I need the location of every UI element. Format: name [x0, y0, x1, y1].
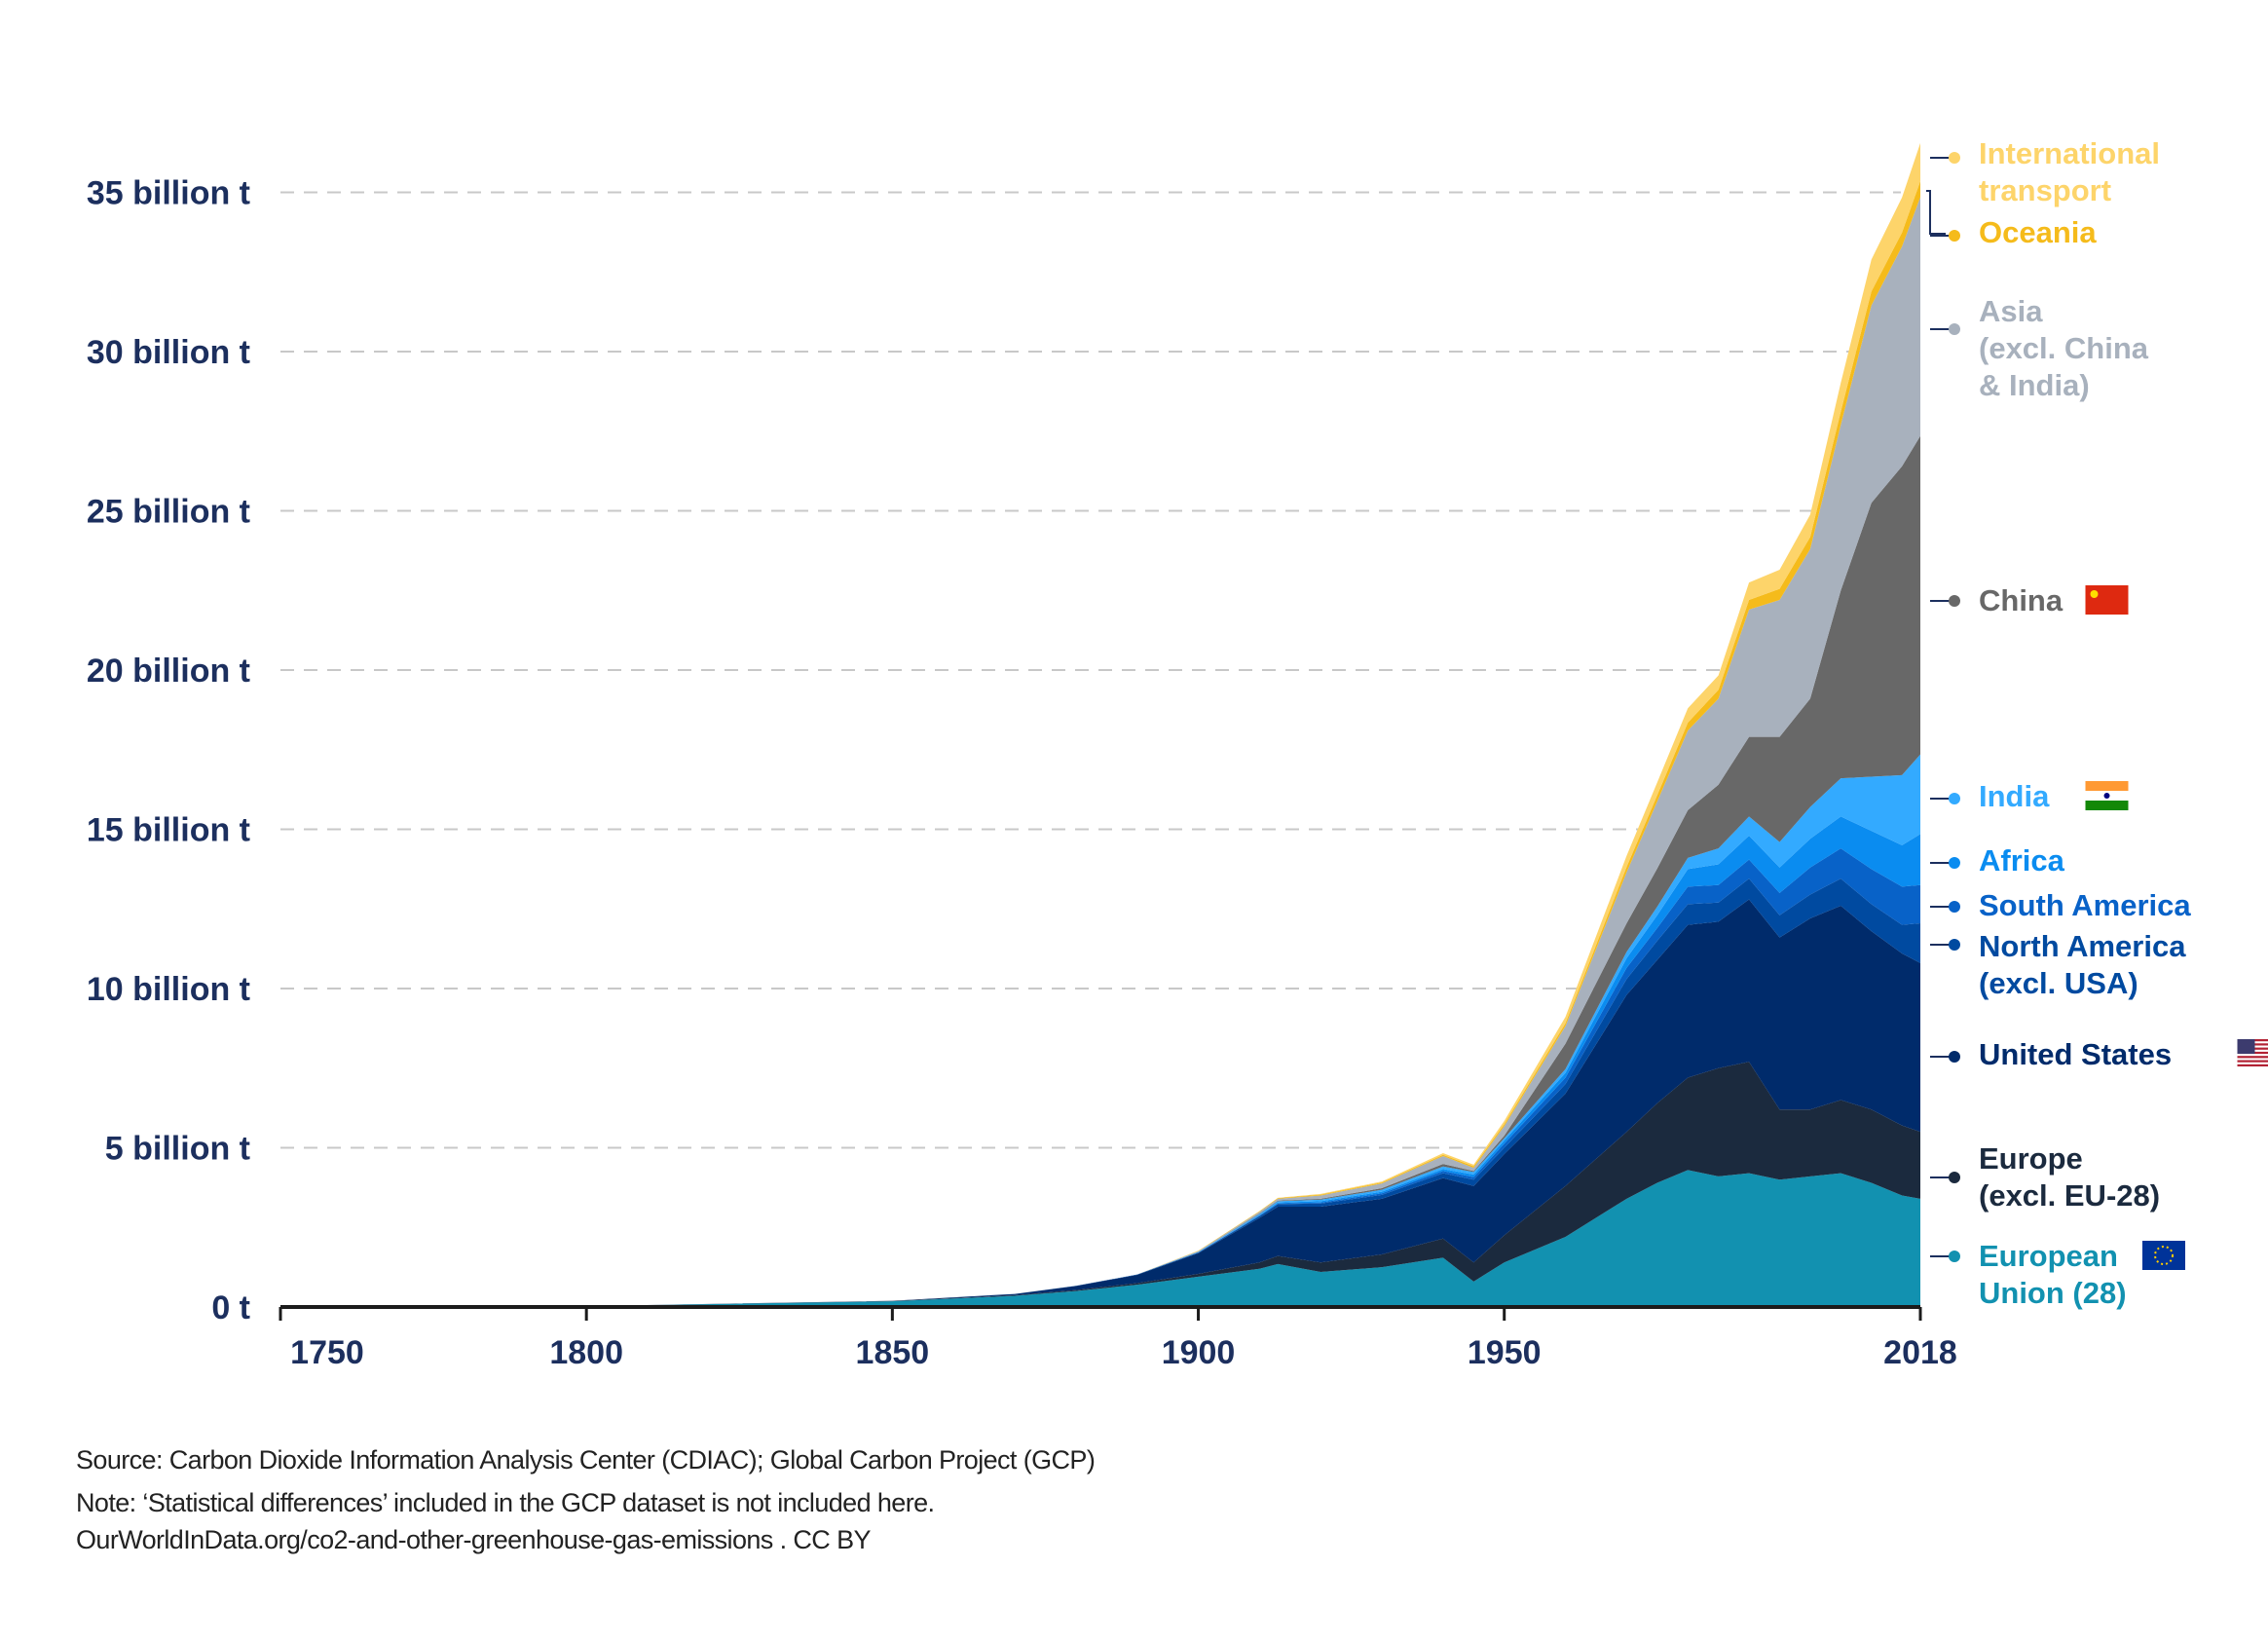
y-tick-label: 15 billion t [87, 812, 250, 849]
area-series [280, 142, 1920, 1307]
legend-item: United States [1930, 1037, 2268, 1071]
x-tick-label: 1800 [549, 1334, 623, 1371]
legend-item: Asia(excl. China& India) [1930, 294, 2149, 402]
flag-field [2142, 1241, 2185, 1270]
legend-dot [1949, 939, 1960, 951]
legend-dot [1949, 857, 1960, 869]
legend-label: Asia [1979, 294, 2043, 328]
y-tick-label: 5 billion t [105, 1131, 250, 1168]
legend-label: transport [1979, 173, 2111, 207]
in-flag-icon [2085, 781, 2129, 810]
legend-label: United States [1979, 1037, 2172, 1071]
legend-label: Oceania [1979, 215, 2097, 249]
legend-label: South America [1979, 888, 2191, 922]
legend-dot [1949, 323, 1960, 335]
legend-label: India [1979, 779, 2050, 813]
gridlines [280, 191, 1901, 1149]
source-note: Source: Carbon Dioxide Information Analy… [76, 1445, 1096, 1475]
y-tick-label: 25 billion t [87, 494, 250, 531]
area-european-union-28- [280, 1170, 1920, 1307]
area-united-states [280, 899, 1920, 1307]
legend-item: Africa [1930, 843, 2065, 878]
legend-label: (excl. China [1979, 331, 2149, 365]
y-tick-label: 0 t [211, 1289, 250, 1326]
flag-stripe [2085, 781, 2129, 791]
legend-bracket [1926, 190, 1946, 235]
credit-link[interactable]: OurWorldInData.org/co2-and-other-greenho… [76, 1525, 872, 1554]
legend-dot [1949, 595, 1960, 607]
legend-label: North America [1979, 929, 2186, 963]
x-tick-label: 1850 [856, 1334, 930, 1371]
x-tick-label: 1750 [290, 1334, 364, 1371]
flag-star [2090, 590, 2099, 598]
y-tick-label: 10 billion t [87, 971, 250, 1008]
x-tick-label: 1900 [1162, 1334, 1236, 1371]
legend-label: Europe [1979, 1141, 2083, 1176]
axes: 0 t 5 billion t 10 billion t 15 billion t 20… [87, 175, 1957, 1372]
area-europe-excl-eu-28- [280, 1062, 1920, 1307]
legend-item: China [1930, 583, 2129, 617]
legend-label: & India) [1979, 368, 2090, 402]
area-africa [280, 816, 1920, 1307]
legend-item: India [1930, 779, 2129, 813]
legend-label: International [1979, 136, 2160, 170]
flag-stripe [2237, 1056, 2268, 1059]
legend-dot [1949, 1172, 1960, 1183]
flag-field [2085, 585, 2129, 615]
flag-chakra [2103, 793, 2110, 799]
legend-item: Oceania [1930, 215, 2097, 249]
legend-dot [1949, 230, 1960, 242]
y-tick-label: 30 billion t [87, 334, 250, 371]
flag-stripe [2237, 1064, 2268, 1066]
us-flag-icon [2237, 1039, 2268, 1066]
x-tick-label: 2018 [1883, 1334, 1957, 1371]
legend-item: North America(excl. USA) [1930, 929, 2186, 1000]
y-tick-label: 20 billion t [87, 653, 250, 690]
flag-stripe [2237, 1060, 2268, 1063]
legend-dot [1949, 1251, 1960, 1262]
y-tick-label: 35 billion t [87, 175, 250, 212]
x-tick-label: 1950 [1468, 1334, 1542, 1371]
legend-dot [1949, 1051, 1960, 1063]
flag-stars [2154, 1246, 2174, 1265]
statistical-note: Note: ‘Statistical differences’ included… [76, 1488, 935, 1517]
legend-label: (excl. EU-28) [1979, 1178, 2160, 1213]
legend-item: South America [1930, 888, 2191, 922]
legend-item: Europe(excl. EU-28) [1930, 1141, 2160, 1213]
legend-dot [1949, 152, 1960, 164]
cn-flag-icon [2085, 585, 2129, 615]
legend-label: China [1979, 583, 2064, 617]
eu-flag-icon [2142, 1241, 2185, 1270]
legend-dot [1949, 793, 1960, 804]
legend-label: European [1979, 1239, 2118, 1273]
legend-dot [1949, 901, 1960, 913]
flag-canton [2237, 1039, 2255, 1054]
legend-label: (excl. USA) [1979, 966, 2138, 1000]
legend-label: Africa [1979, 843, 2065, 878]
flag-stripe [2085, 801, 2129, 810]
legend-label: Union (28) [1979, 1276, 2127, 1310]
